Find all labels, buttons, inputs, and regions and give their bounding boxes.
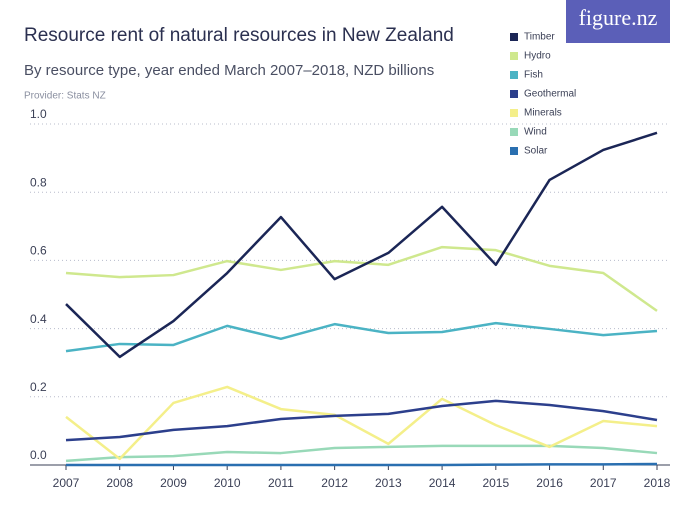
legend-swatch <box>510 71 518 79</box>
logo-box <box>566 0 670 43</box>
x-tick-label: 2016 <box>536 476 563 490</box>
x-tick-label: 2014 <box>429 476 456 490</box>
legend-swatch <box>510 147 518 155</box>
series-line <box>65 399 658 442</box>
legend-swatch <box>510 109 518 117</box>
series-line <box>65 321 658 353</box>
y-tick-label: 0.6 <box>30 244 47 258</box>
x-tick-label: 2009 <box>160 476 187 490</box>
legend-label: Hydro <box>524 51 551 62</box>
legend-label: Wind <box>524 127 547 138</box>
x-tick-label: 2018 <box>644 476 671 490</box>
legend-label: Minerals <box>524 108 562 119</box>
legend-swatch <box>510 128 518 136</box>
y-tick-label: 0.2 <box>30 380 47 394</box>
y-tick-label: 0.8 <box>30 175 47 189</box>
provider: Provider: Stats NZ <box>24 91 106 102</box>
logo: figure.nz <box>579 5 658 30</box>
legend-label: Geothermal <box>524 89 576 100</box>
chart-title: Resource rent of natural resources in Ne… <box>24 25 454 46</box>
series-line <box>65 245 658 312</box>
legend-label: Timber <box>524 32 555 43</box>
legend-swatch <box>510 33 518 41</box>
y-tick-label: 1.0 <box>30 107 47 121</box>
legend-label: Fish <box>524 70 543 81</box>
x-tick-label: 2013 <box>375 476 402 490</box>
x-tick-label: 2010 <box>214 476 241 490</box>
legend-swatch <box>510 52 518 60</box>
x-tick-label: 2007 <box>53 476 80 490</box>
series-line <box>66 462 658 467</box>
chart-subtitle: By resource type, year ended March 2007–… <box>24 62 434 79</box>
x-tick-label: 2008 <box>106 476 133 490</box>
x-tick-label: 2012 <box>321 476 348 490</box>
x-tick-label: 2015 <box>482 476 509 490</box>
legend-label: Solar <box>524 146 548 157</box>
y-tick-label: 0.4 <box>30 312 47 326</box>
legend-swatch <box>510 90 518 98</box>
y-tick-label: 0.0 <box>30 448 47 462</box>
series-line <box>65 444 658 463</box>
series-line <box>65 385 658 461</box>
x-tick-label: 2011 <box>268 476 294 490</box>
series-line <box>65 131 658 359</box>
x-tick-label: 2017 <box>590 476 617 490</box>
